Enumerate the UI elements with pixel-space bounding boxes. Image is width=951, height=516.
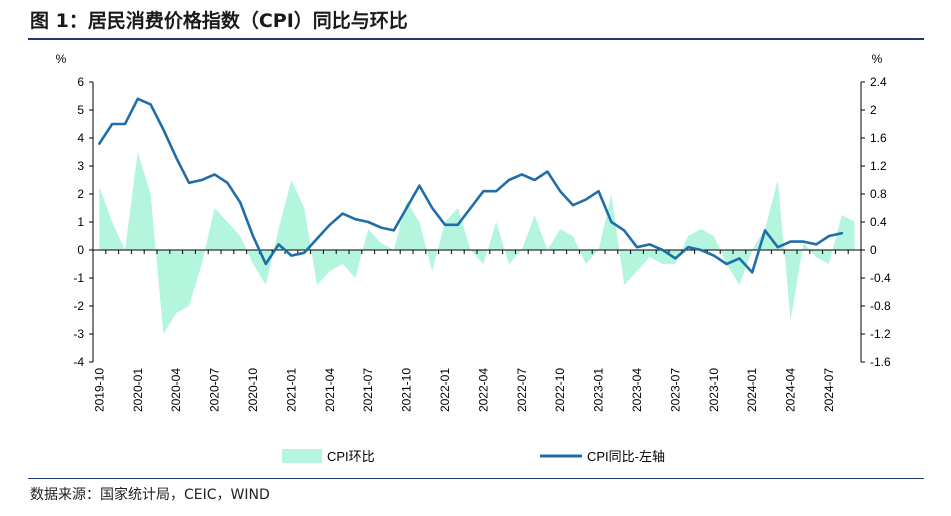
x-axis-tick-label: 2022-04 <box>476 368 490 412</box>
right-axis-tick-label: -0.4 <box>870 271 891 285</box>
x-axis-tick-label: 2022-07 <box>515 368 529 412</box>
x-axis-tick-label-group: 2022-04 <box>476 368 490 412</box>
x-axis-tick-label: 2020-01 <box>131 368 145 412</box>
x-axis-tick-label-group: 2021-07 <box>361 368 375 412</box>
x-axis-tick-label-group: 2023-07 <box>668 368 682 412</box>
x-axis-tick-label: 2021-01 <box>284 368 298 412</box>
right-axis-tick-label: 0 <box>870 243 877 257</box>
left-axis-tick-label: 3 <box>77 159 84 173</box>
x-axis-tick-label-group: 2024-04 <box>784 368 798 412</box>
right-axis-tick-label: 2.4 <box>870 75 887 89</box>
left-axis-tick-label: 0 <box>77 243 84 257</box>
right-axis-unit: % <box>872 52 883 66</box>
left-axis-tick-label: 1 <box>77 215 84 229</box>
legend-label-cpi-mom: CPI环比 <box>327 449 375 464</box>
series-area-cpi-mom <box>99 152 855 334</box>
right-axis-tick-label: 2 <box>870 103 877 117</box>
x-axis-tick-label-group: 2021-04 <box>323 368 337 412</box>
x-axis-tick-label: 2020-10 <box>246 368 260 412</box>
right-axis-tick-label: -1.6 <box>870 355 891 369</box>
left-axis-tick-label: 5 <box>77 103 84 117</box>
left-axis-tick-label: -2 <box>73 299 84 313</box>
x-axis-tick-label: 2023-07 <box>668 368 682 412</box>
right-axis-tick-label: -0.8 <box>870 299 891 313</box>
x-axis-tick-label: 2023-10 <box>707 368 721 412</box>
x-axis-tick-label: 2024-07 <box>822 368 836 412</box>
x-axis-tick-label-group: 2023-10 <box>707 368 721 412</box>
x-axis-tick-label: 2021-04 <box>323 368 337 412</box>
x-axis-tick-label-group: 2020-07 <box>208 368 222 412</box>
x-axis-tick-label-group: 2022-07 <box>515 368 529 412</box>
x-axis-tick-label: 2022-10 <box>553 368 567 412</box>
left-axis-tick-label: -1 <box>73 271 84 285</box>
right-axis-tick-label: 1.6 <box>870 131 887 145</box>
x-axis-tick-label-group: 2022-01 <box>438 368 452 412</box>
left-axis-tick-label: 4 <box>77 131 84 145</box>
x-axis-tick-label-group: 2021-10 <box>400 368 414 412</box>
x-axis-tick-label-group: 2024-01 <box>745 368 759 412</box>
x-axis-tick-label: 2021-10 <box>400 368 414 412</box>
x-axis-tick-label: 2019-10 <box>92 368 106 412</box>
left-axis-tick-label: 2 <box>77 187 84 201</box>
x-axis-tick-label: 2024-04 <box>784 368 798 412</box>
left-axis-unit: % <box>56 52 67 66</box>
x-axis-tick-label: 2023-04 <box>630 368 644 412</box>
source-note: 数据来源：国家统计局，CEIC，WIND <box>30 487 270 503</box>
line-layer <box>98 97 844 274</box>
x-axis-tick-label: 2021-07 <box>361 368 375 412</box>
x-axis-tick-label-group: 2023-01 <box>592 368 606 412</box>
x-axis-tick-label-group: 2022-10 <box>553 368 567 412</box>
legend: CPI环比 CPI同比-左轴 <box>282 449 665 464</box>
x-axis-tick-label-group: 2023-04 <box>630 368 644 412</box>
series-line-cpi-yoy <box>98 97 844 274</box>
x-axis-tick-label: 2020-07 <box>208 368 222 412</box>
source-divider <box>28 478 924 479</box>
x-axis-tick-label: 2020-04 <box>169 368 183 412</box>
right-axis-tick-label: 1.2 <box>870 159 887 173</box>
x-axis-tick-label-group: 2020-01 <box>131 368 145 412</box>
area-layer <box>99 152 855 334</box>
left-axis-tick-label: 6 <box>77 75 84 89</box>
x-axis-tick-label-group: 2024-07 <box>822 368 836 412</box>
legend-label-cpi-yoy: CPI同比-左轴 <box>587 449 665 464</box>
chart-title: 图 1：居民消费价格指数（CPI）同比与环比 <box>30 10 408 32</box>
axes-layer: % % 6 5 4 3 2 1 0 -1 -2 -3 -4 2.4 2 1.6 1.2 0.8 0.4 0 -0.4 -0… <box>56 52 891 412</box>
x-axis-tick-label-group: 2021-01 <box>284 368 298 412</box>
left-axis-tick-label: -4 <box>73 355 84 369</box>
legend-swatch-cpi-mom <box>282 449 322 463</box>
right-axis-tick-label: 0.4 <box>870 215 887 229</box>
right-axis-tick-label: -1.2 <box>870 327 891 341</box>
x-axis-tick-label-group: 2020-04 <box>169 368 183 412</box>
right-axis-tick-label: 0.8 <box>870 187 887 201</box>
x-axis-tick-label-group: 2019-10 <box>92 368 106 412</box>
title-divider <box>28 38 924 40</box>
left-axis-tick-label: -3 <box>73 327 84 341</box>
x-axis-tick-label: 2023-01 <box>592 368 606 412</box>
x-axis-tick-label-group: 2020-10 <box>246 368 260 412</box>
x-axis-tick-label: 2022-01 <box>438 368 452 412</box>
x-axis-tick-label: 2024-01 <box>745 368 759 412</box>
